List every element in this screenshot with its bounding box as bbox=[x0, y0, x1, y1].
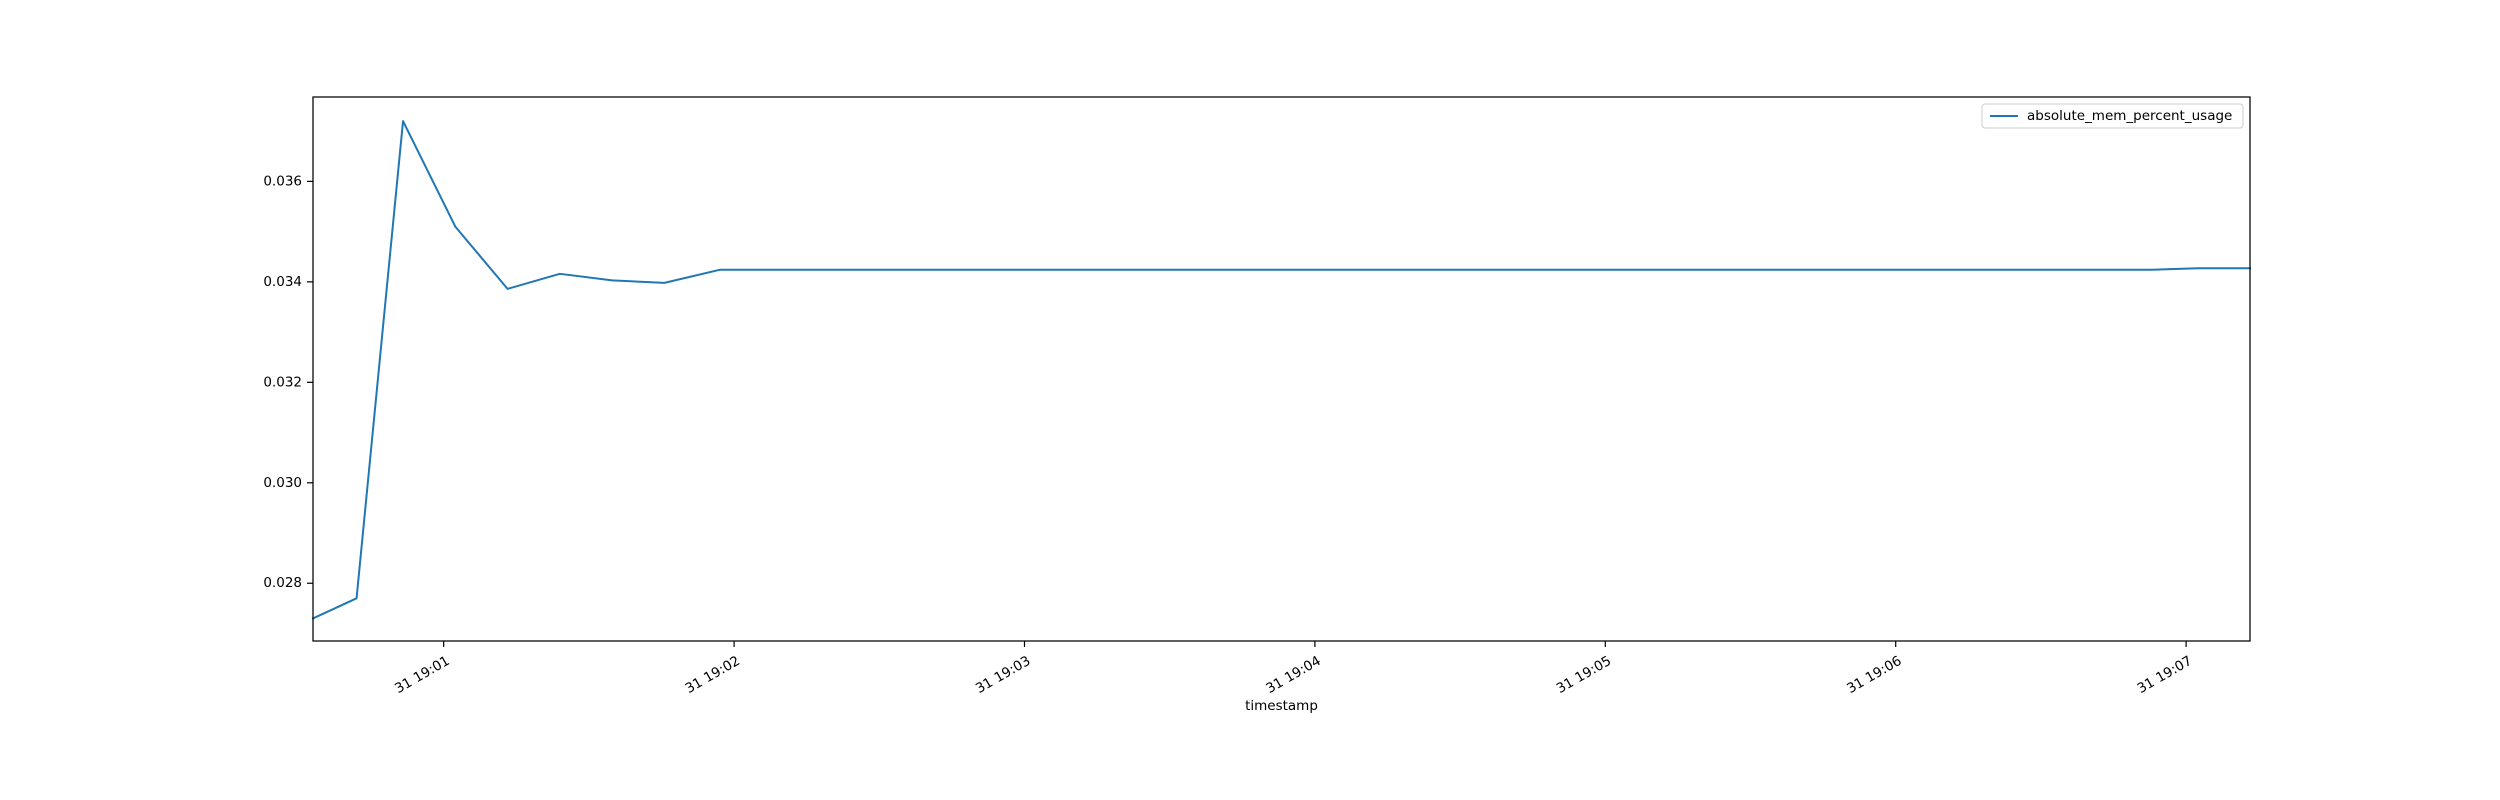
series-layer bbox=[311, 120, 2251, 620]
x-axis-label: timestamp bbox=[1245, 698, 1318, 714]
y-tick-label: 0.034 bbox=[263, 274, 302, 290]
legend-box bbox=[1981, 103, 2244, 129]
y-tick-label: 0.028 bbox=[263, 575, 302, 591]
legend: absolute_mem_percent_usage bbox=[1981, 103, 2244, 129]
plot-area bbox=[313, 97, 2250, 641]
series-line-0 bbox=[311, 120, 2251, 620]
axes-frame bbox=[312, 96, 2251, 642]
y-tick-label: 0.030 bbox=[263, 475, 302, 491]
legend-label: absolute_mem_percent_usage bbox=[2027, 108, 2232, 124]
y-axis: 0.028 0.030 0.032 0.034 0.036 bbox=[263, 173, 313, 591]
y-tick-label: 0.036 bbox=[263, 173, 302, 189]
y-tick-label: 0.032 bbox=[263, 374, 302, 390]
